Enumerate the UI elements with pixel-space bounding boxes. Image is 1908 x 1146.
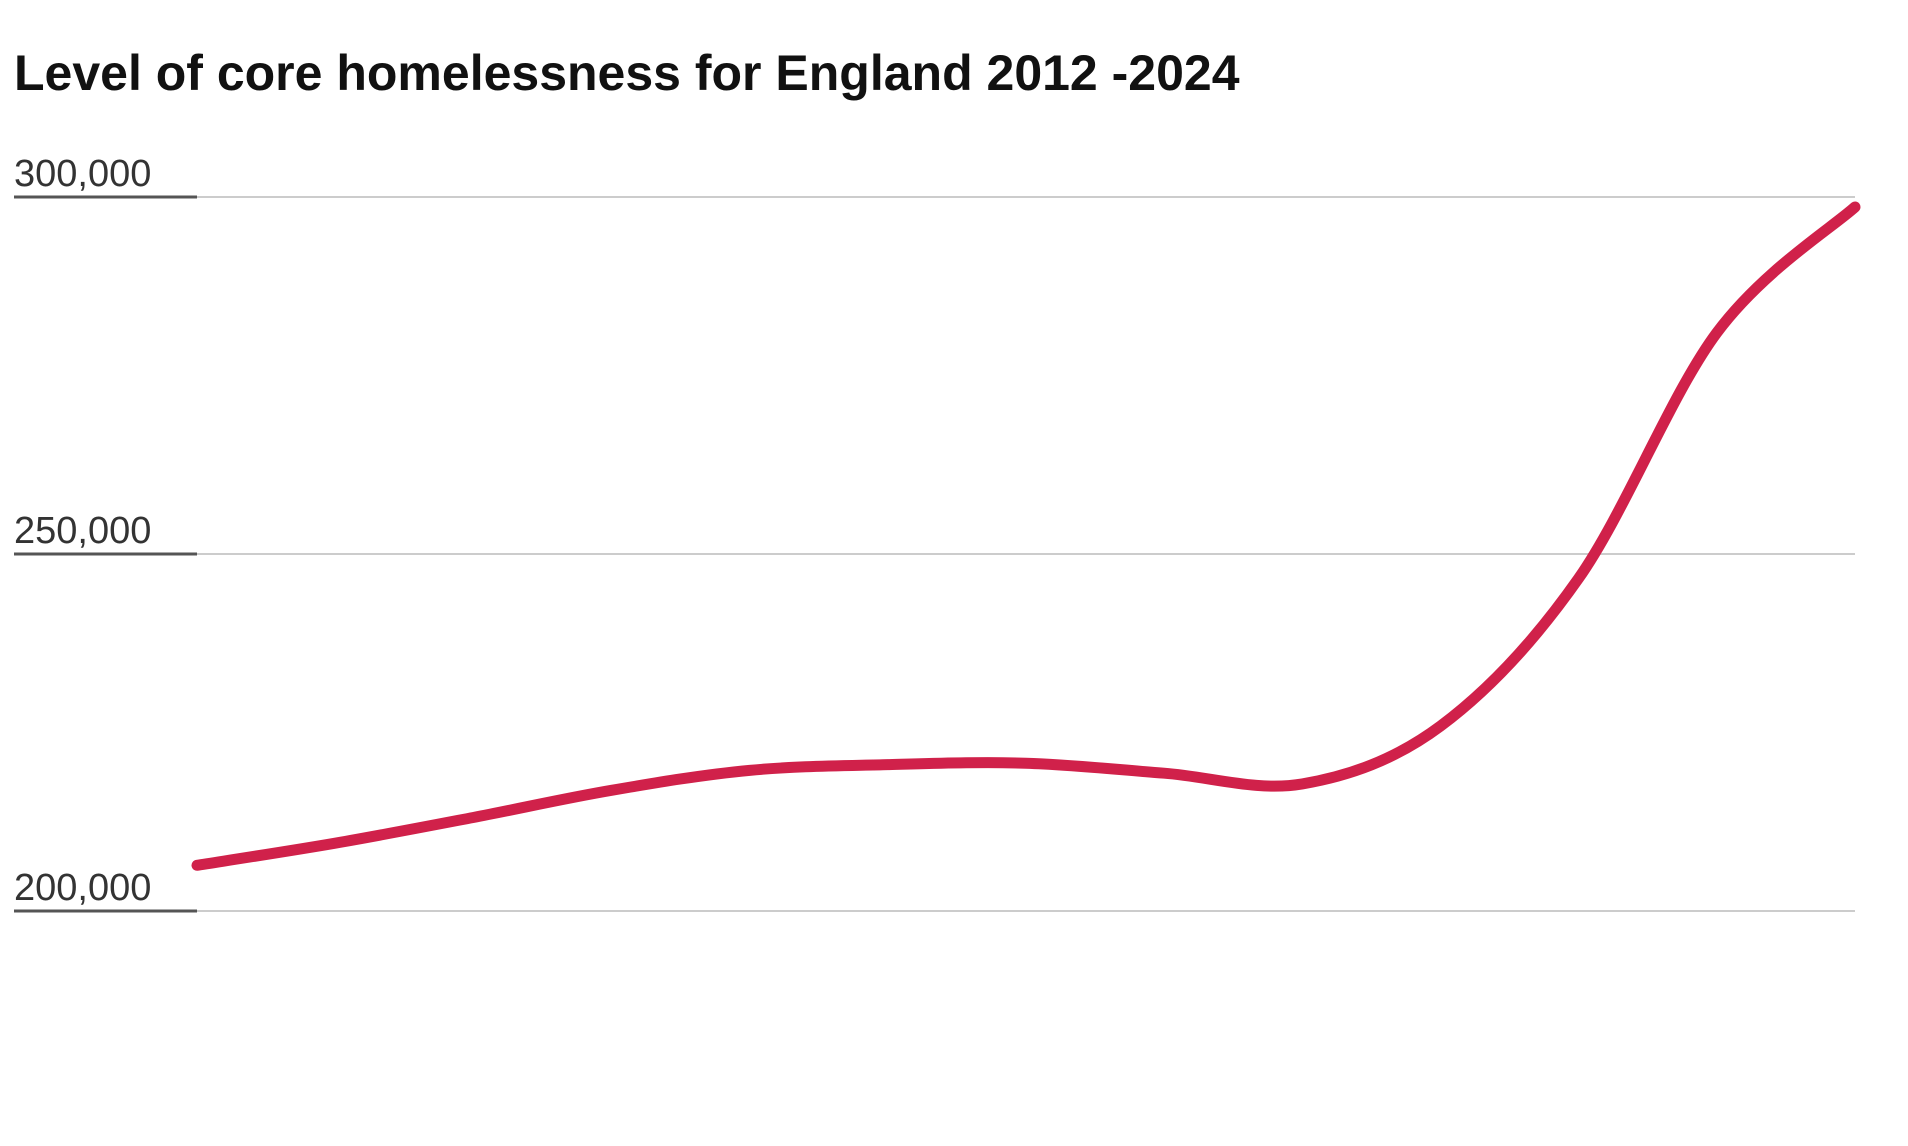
y-tick-label: 300,000: [14, 153, 151, 195]
series-line: [191, 201, 1861, 871]
y-tick-label: 250,000: [14, 510, 151, 552]
chart-title: Level of core homelessness for England 2…: [14, 45, 1240, 101]
y-tick-label: 200,000: [14, 867, 151, 909]
